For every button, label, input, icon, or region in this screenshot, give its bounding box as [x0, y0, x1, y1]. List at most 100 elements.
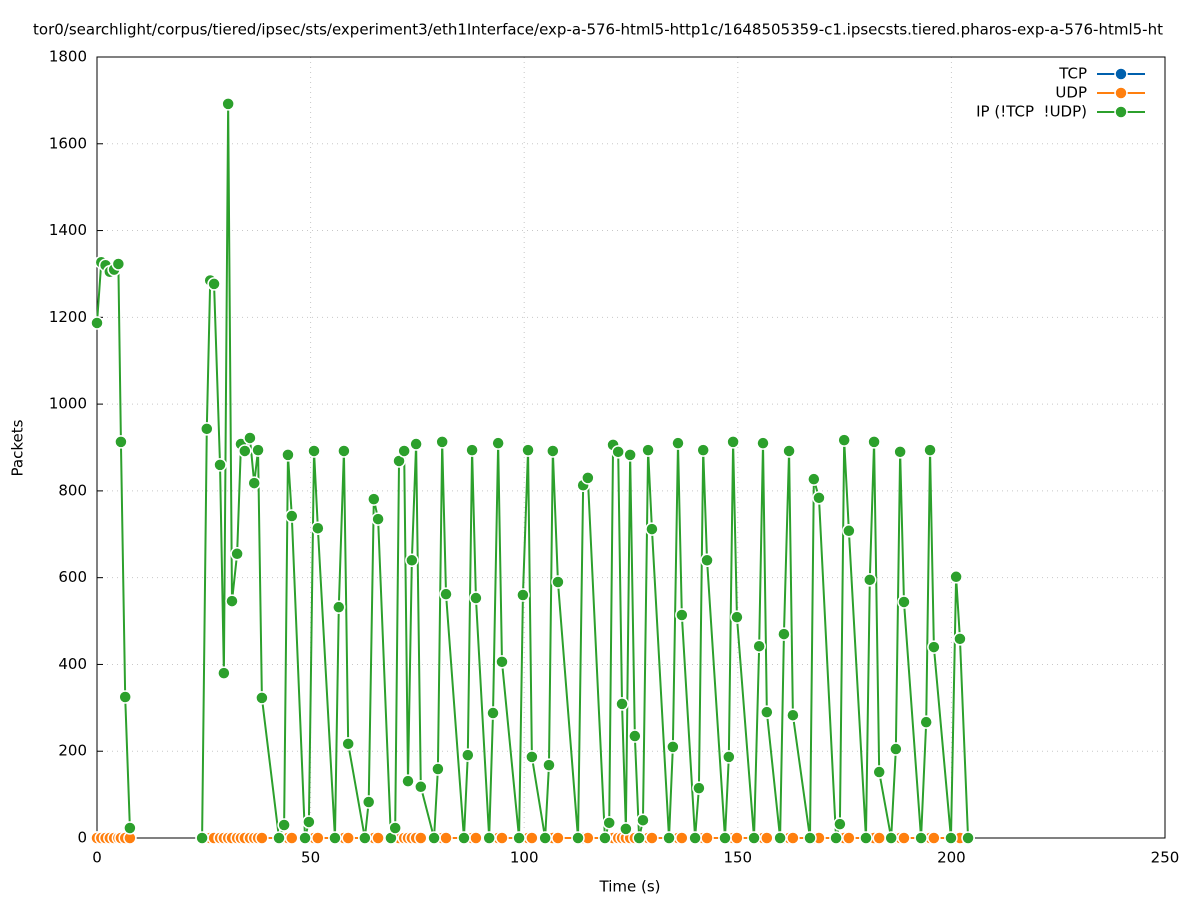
data-point	[435, 435, 449, 449]
data-point	[328, 831, 342, 845]
data-point	[872, 831, 886, 845]
data-point	[302, 815, 316, 829]
data-point	[889, 742, 903, 756]
data-point	[842, 831, 856, 845]
data-point	[897, 831, 911, 845]
legend-marker	[1114, 105, 1128, 119]
data-point	[700, 553, 714, 568]
data-point	[469, 831, 483, 845]
data-point	[431, 762, 445, 776]
data-point	[213, 458, 227, 472]
data-point	[111, 257, 126, 271]
y-tick-label: 800	[58, 481, 87, 499]
data-point	[756, 436, 770, 450]
data-point	[675, 831, 689, 845]
data-point	[401, 774, 415, 788]
data-point	[859, 831, 873, 845]
data-point	[414, 831, 428, 845]
data-point	[281, 448, 295, 462]
data-point	[247, 476, 261, 490]
data-point	[367, 492, 381, 506]
data-point	[645, 831, 659, 845]
data-point	[546, 444, 560, 458]
data-point	[221, 97, 235, 111]
data-point	[628, 729, 642, 743]
data-point	[893, 445, 907, 459]
y-tick-label: 200	[58, 742, 87, 760]
data-point	[495, 655, 509, 669]
data-point	[747, 831, 761, 845]
data-point	[465, 443, 479, 457]
data-point	[752, 639, 766, 653]
data-point	[285, 509, 299, 523]
data-point	[439, 831, 453, 845]
data-point	[598, 831, 612, 845]
data-point	[842, 524, 856, 538]
data-point	[337, 444, 351, 458]
data-point	[696, 443, 710, 457]
data-point	[897, 595, 911, 609]
y-axis-label: Packets	[9, 419, 27, 476]
data-point	[255, 691, 269, 705]
data-point	[469, 591, 483, 605]
data-point	[311, 521, 325, 535]
data-point	[195, 831, 209, 845]
data-point	[722, 750, 736, 764]
data-point	[298, 831, 312, 845]
y-tick-label: 1800	[49, 48, 87, 66]
data-point	[919, 715, 933, 729]
data-point	[782, 444, 796, 458]
data-point	[700, 831, 714, 845]
data-point	[427, 831, 441, 845]
data-point	[495, 831, 509, 845]
data-point	[863, 573, 877, 587]
data-point	[525, 831, 539, 845]
data-point	[645, 522, 659, 536]
y-tick-label: 1600	[49, 134, 87, 152]
data-point	[307, 444, 321, 458]
data-point	[773, 831, 787, 845]
data-point	[944, 831, 958, 845]
x-tick-label: 250	[1151, 849, 1180, 867]
data-point	[636, 813, 650, 827]
x-tick-label: 50	[301, 849, 320, 867]
data-point	[243, 431, 257, 445]
y-tick-label: 1200	[49, 308, 87, 326]
data-point	[371, 512, 385, 526]
data-point	[812, 491, 826, 505]
data-point	[311, 831, 325, 845]
series-line	[96, 103, 970, 839]
data-point	[760, 705, 774, 719]
data-point	[777, 627, 791, 641]
legend-label: IP (!TCP !UDP)	[976, 103, 1087, 121]
y-tick-label: 0	[77, 829, 87, 847]
chart-title: tor0/searchlight/corpus/tiered/ipsec/sts…	[33, 21, 1163, 39]
data-point	[551, 575, 565, 589]
data-point	[409, 437, 423, 451]
legend-label: UDP	[1055, 84, 1087, 102]
data-point	[361, 795, 376, 809]
data-point	[207, 277, 221, 291]
data-point	[927, 640, 941, 654]
y-tick-label: 400	[58, 655, 87, 673]
data-point	[671, 436, 685, 450]
data-point	[666, 740, 680, 754]
data-point	[675, 608, 689, 622]
data-point	[516, 588, 530, 602]
data-point	[371, 831, 385, 845]
data-point	[414, 780, 428, 794]
data-point	[486, 706, 500, 720]
data-point	[927, 831, 941, 845]
data-point	[807, 472, 821, 486]
data-point	[538, 831, 552, 845]
data-point	[730, 831, 744, 845]
data-point	[632, 831, 646, 845]
data-point	[118, 690, 132, 704]
data-point	[200, 422, 214, 436]
data-point	[692, 781, 706, 795]
data-point	[542, 758, 556, 772]
data-point	[623, 448, 637, 462]
legend-label: TCP	[1058, 65, 1087, 83]
